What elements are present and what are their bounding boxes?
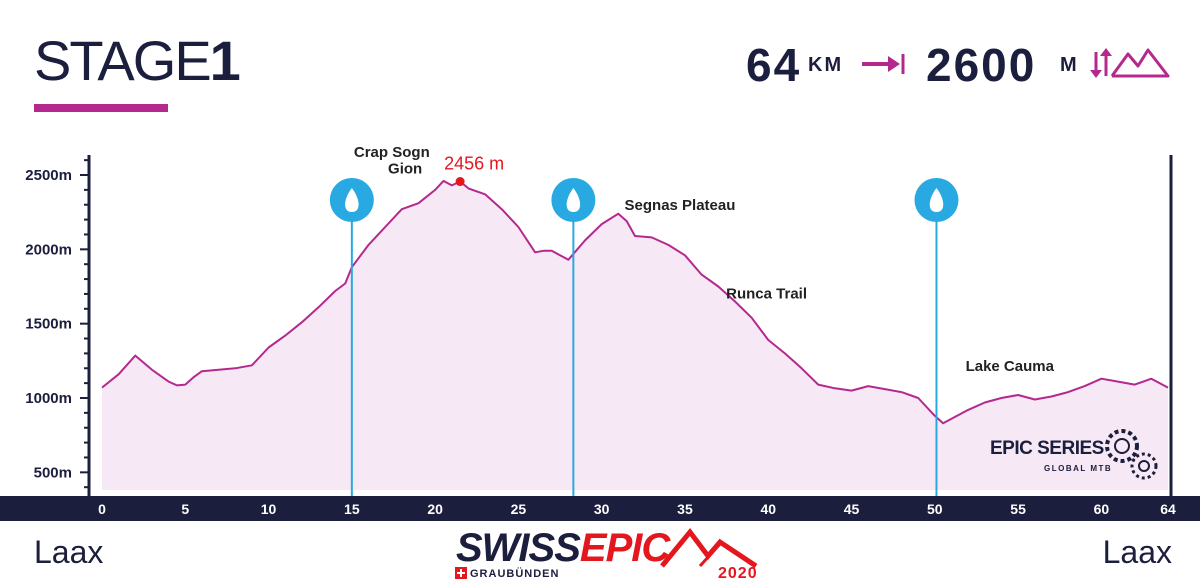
y-tick-label: 2000m bbox=[25, 241, 72, 258]
y-tick-label: 1000m bbox=[25, 390, 72, 407]
stage-title: STAGE1 bbox=[34, 28, 241, 93]
start-place: Laax bbox=[34, 534, 104, 570]
epic-series-logo: EPIC SERIES bbox=[990, 438, 1104, 459]
x-tick-label: 60 bbox=[1094, 501, 1110, 517]
x-tick-label: 0 bbox=[98, 501, 106, 517]
epic-series-subtitle: GLOBAL MTB bbox=[1044, 464, 1113, 473]
up-down-mountains-icon bbox=[1090, 48, 1170, 78]
x-tick-label: 35 bbox=[677, 501, 693, 517]
elevation-line bbox=[101, 179, 1169, 425]
logo-year: 2020 bbox=[718, 565, 758, 582]
place-annotation: Segnas Plateau bbox=[625, 197, 736, 214]
stage-number: 1 bbox=[209, 29, 241, 92]
finish-place: Laax bbox=[1102, 534, 1172, 570]
x-tick-label: 50 bbox=[927, 501, 943, 517]
place-annotation: Lake Cauma bbox=[966, 358, 1055, 375]
elevation-unit: M bbox=[1060, 54, 1079, 76]
place-annotation: Runca Trail bbox=[726, 285, 807, 302]
y-tick-label: 2500m bbox=[25, 167, 72, 184]
swiss-flag-icon bbox=[455, 567, 467, 579]
distance-value: 64 bbox=[746, 39, 802, 91]
x-tick-label: 55 bbox=[1010, 501, 1026, 517]
logo-epic-text: EPIC bbox=[579, 526, 670, 570]
x-tick-label: 45 bbox=[844, 501, 860, 517]
x-tick-label: 5 bbox=[181, 501, 189, 517]
water-drop-icon bbox=[566, 188, 581, 212]
y-tick-label: 1500m bbox=[25, 316, 72, 333]
x-tick-label: 30 bbox=[594, 501, 610, 517]
elevation-area-fill bbox=[102, 180, 1168, 490]
x-tick-label: 40 bbox=[760, 501, 776, 517]
elevation-value: 2600 bbox=[926, 39, 1037, 91]
x-tick-label: 10 bbox=[261, 501, 277, 517]
logo-mountain-icon bbox=[660, 527, 758, 569]
stage-word: STAGE bbox=[34, 29, 212, 92]
x-tick-label: 20 bbox=[427, 501, 443, 517]
chainring-icon bbox=[1105, 429, 1158, 480]
peak-label: 2456 m bbox=[444, 154, 504, 174]
x-tick-label: 64 bbox=[1160, 501, 1176, 517]
peak-marker bbox=[455, 177, 465, 187]
water-drop-icon bbox=[345, 188, 359, 212]
distance-unit: KM bbox=[808, 54, 844, 76]
x-tick-label: 15 bbox=[344, 501, 360, 517]
y-tick-label: 500m bbox=[34, 464, 72, 481]
x-axis-band bbox=[0, 496, 1200, 521]
title-underline bbox=[34, 104, 168, 112]
x-tick-label: 25 bbox=[511, 501, 527, 517]
water-drop-icon bbox=[929, 188, 944, 212]
logo-subtitle: GRAUBÜNDEN bbox=[470, 568, 560, 580]
arrow-right-to-bar-icon bbox=[862, 54, 905, 74]
place-annotation: Gion bbox=[388, 161, 422, 178]
place-annotation: Crap Sogn bbox=[354, 144, 430, 161]
swiss-epic-logo: SWISSEPIC bbox=[456, 526, 670, 571]
logo-swiss-text: SWISS bbox=[456, 526, 581, 570]
